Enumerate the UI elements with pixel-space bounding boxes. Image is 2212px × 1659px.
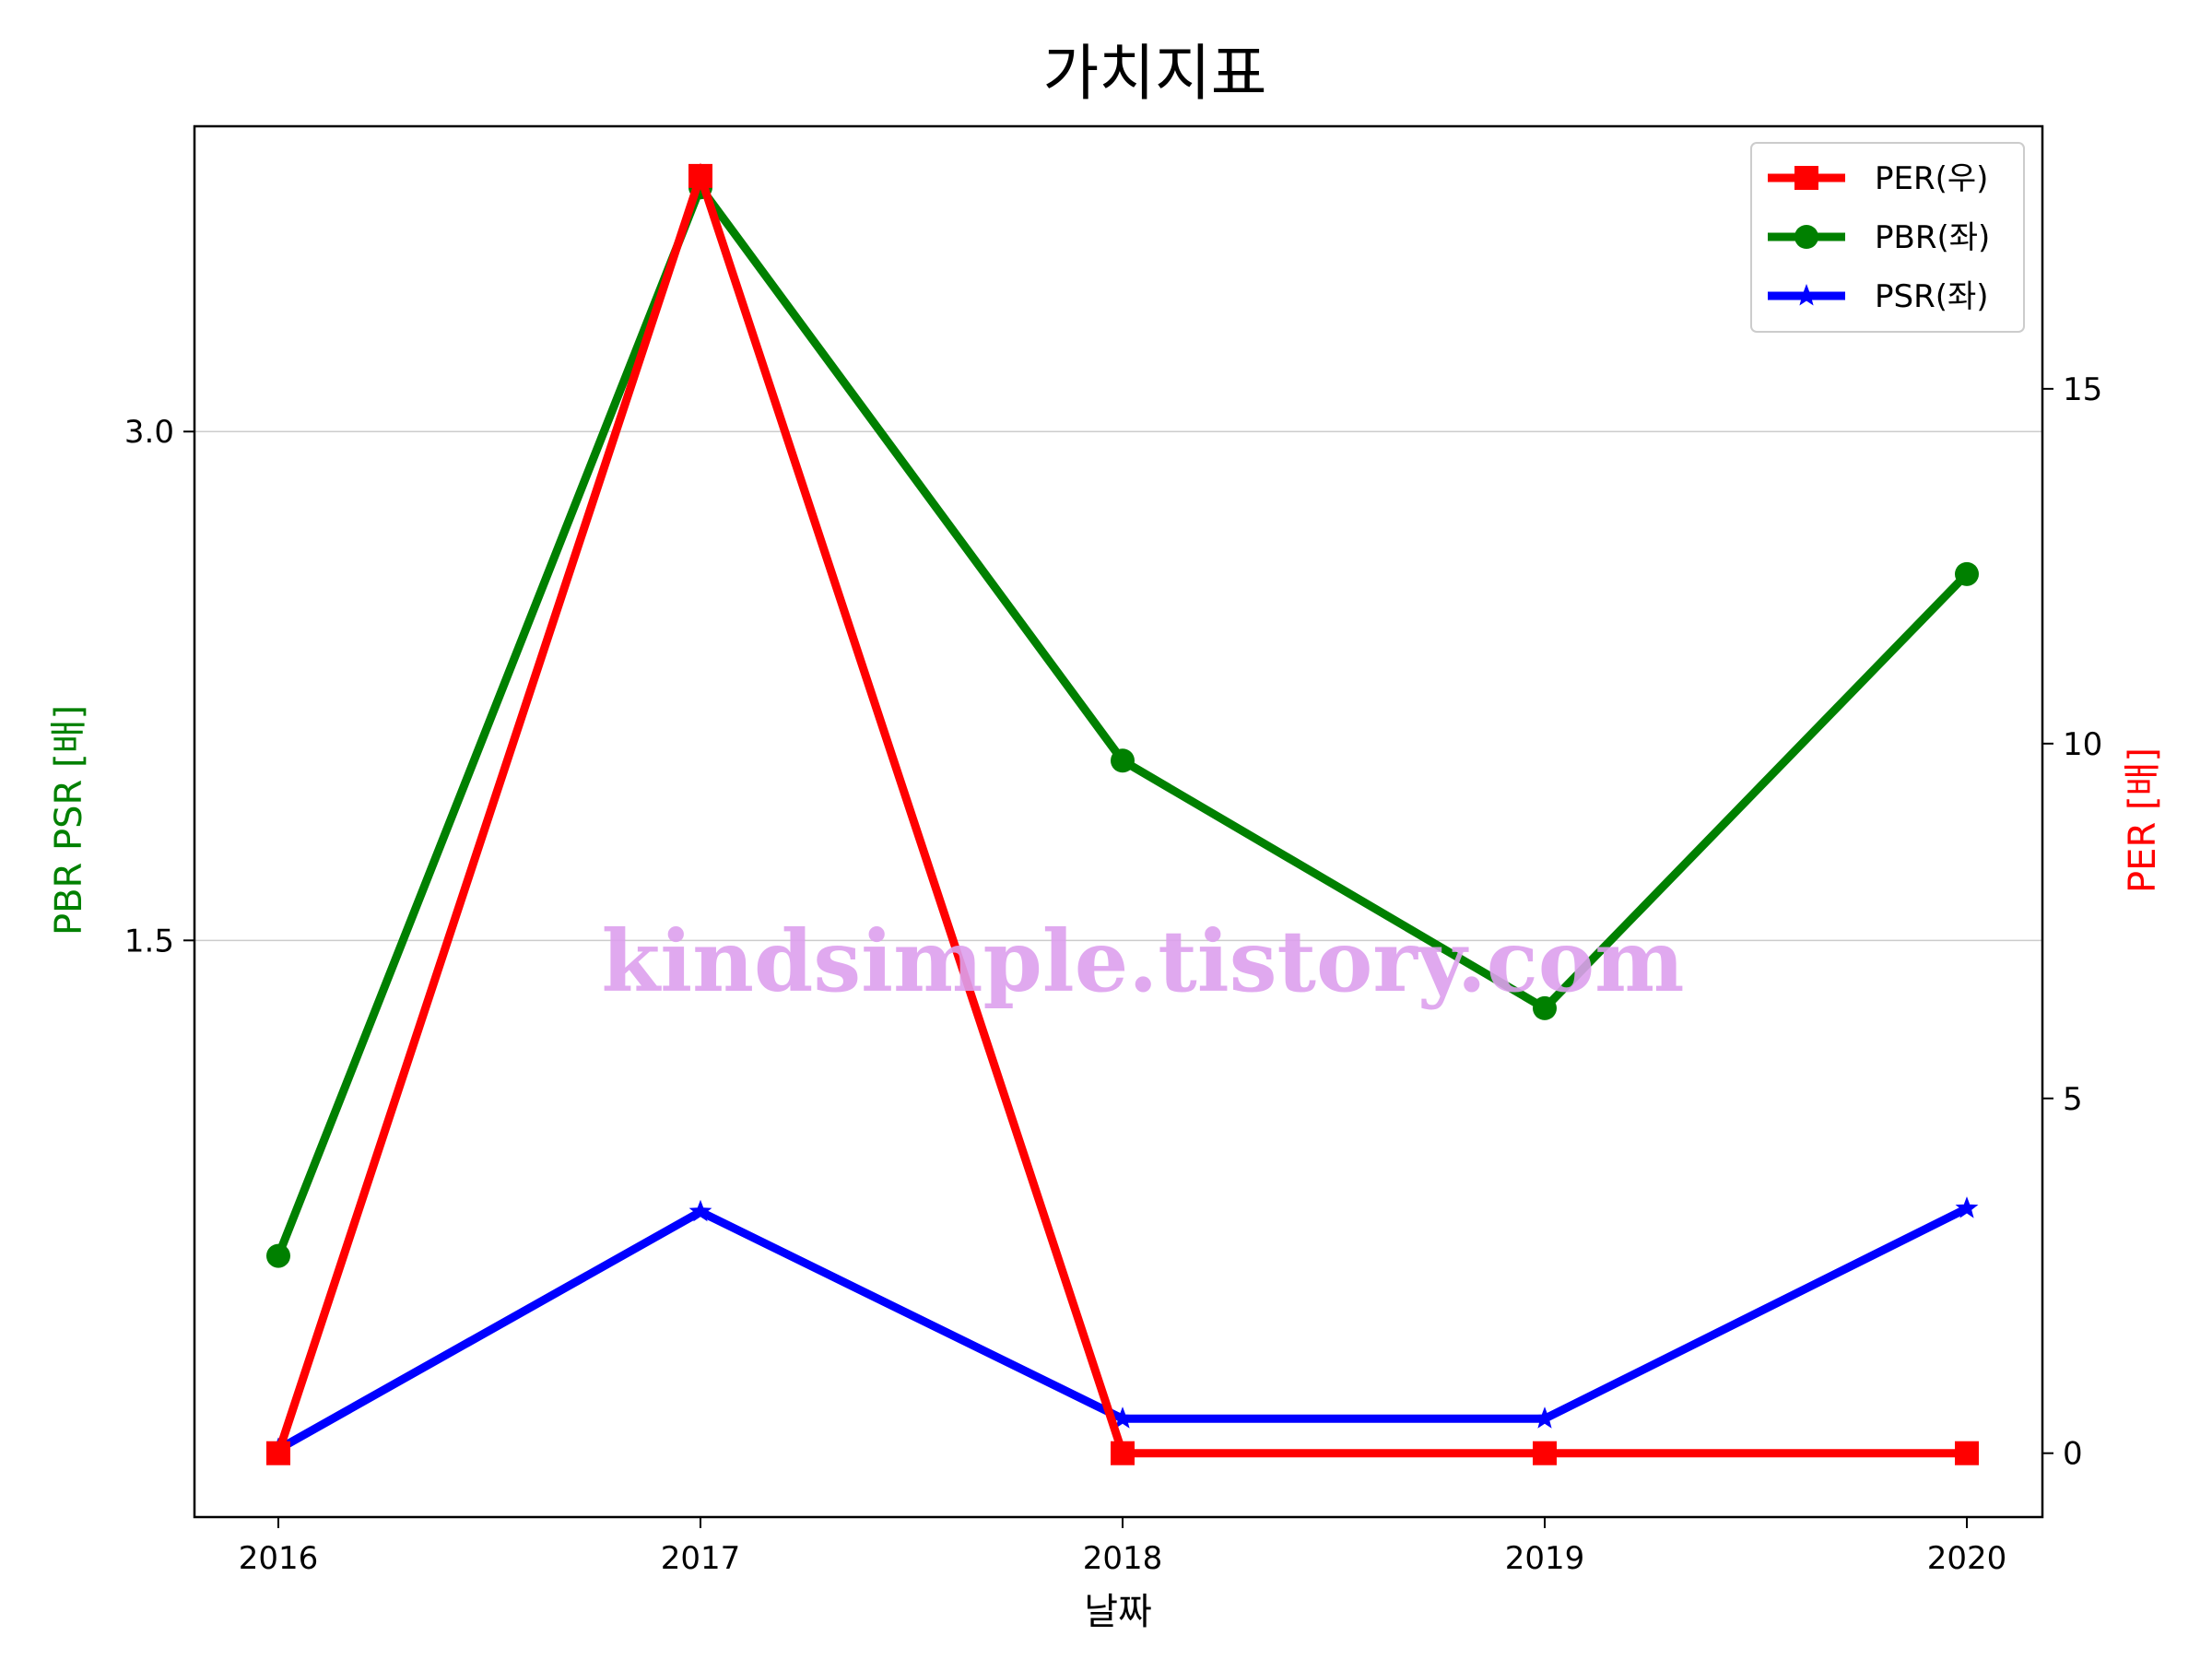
data-point <box>1111 1406 1135 1429</box>
data-point <box>1111 1441 1135 1465</box>
series-0 <box>266 162 1979 1465</box>
x-axis: 2016 2017 2018 2019 2020 <box>239 1517 2007 1577</box>
data-point <box>1955 1196 1979 1218</box>
legend: PER(우) PBR(좌) PSR(좌) <box>1750 142 2025 333</box>
y-right-tick-label: 10 <box>2063 726 2102 763</box>
data-point <box>1955 1441 1979 1465</box>
data-point <box>266 1243 290 1268</box>
series-line <box>274 162 1967 1458</box>
legend-label: PER(우) <box>1875 160 1988 197</box>
x-axis-label: 날짜 <box>1084 1591 1152 1633</box>
legend-label: PSR(좌) <box>1875 278 1989 315</box>
legend-box <box>1750 142 2025 333</box>
y-axis-right: 0 5 10 15 <box>2042 371 2102 1473</box>
data-point <box>688 1199 712 1222</box>
legend-marker <box>1794 284 1818 306</box>
legend-marker <box>1794 166 1818 190</box>
x-tick-label: 2018 <box>1083 1540 1163 1577</box>
y-right-tick-label: 15 <box>2063 371 2102 408</box>
x-tick-label: 2019 <box>1505 1540 1585 1577</box>
y-left-tick-label: 1.5 <box>124 923 174 959</box>
gridlines <box>194 430 2042 942</box>
plot-area-frame <box>193 124 2044 1519</box>
y-axis-left: 1.5 3.0 <box>124 414 194 959</box>
chart-title: 가치지표 <box>1043 38 1267 109</box>
legend-marker <box>1794 225 1818 249</box>
data-point <box>688 163 712 188</box>
y-right-tick-label: 5 <box>2063 1081 2083 1118</box>
watermark: kindsimple.tistory.com <box>601 912 1684 1011</box>
data-point <box>1533 995 1557 1020</box>
y-axis-left-label: PBR PSR [배] <box>48 705 90 935</box>
series-2 <box>266 1196 1979 1459</box>
series-lines <box>266 162 1979 1465</box>
data-point <box>1533 1406 1557 1429</box>
data-point <box>1533 1441 1557 1465</box>
series-1 <box>266 175 1979 1268</box>
y-axis-right-label: PER [배] <box>2122 747 2164 893</box>
data-point <box>1111 748 1135 773</box>
data-point <box>266 1441 290 1465</box>
series-line <box>274 178 1971 1258</box>
x-tick-label: 2017 <box>661 1540 741 1577</box>
legend-label: PBR(좌) <box>1875 219 1990 256</box>
data-point <box>1955 561 1979 586</box>
y-left-tick-label: 3.0 <box>124 414 174 451</box>
y-right-tick-label: 0 <box>2063 1436 2083 1473</box>
x-tick-label: 2020 <box>1927 1540 2007 1577</box>
x-tick-label: 2016 <box>239 1540 319 1577</box>
